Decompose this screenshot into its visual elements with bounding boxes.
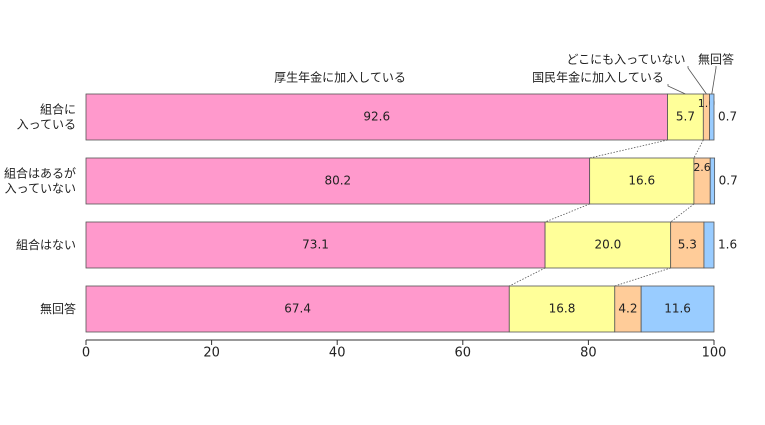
leader-line	[711, 66, 717, 95]
bar-segment	[85, 157, 591, 205]
value-label: 16.6	[628, 174, 655, 188]
value-label: 80.2	[324, 174, 351, 188]
legend-label: 厚生年金に加入している	[274, 70, 406, 85]
bar-segment	[703, 221, 715, 269]
value-label: 5.7	[676, 110, 695, 124]
category-label: 組合はない	[16, 237, 76, 252]
bar-segment	[508, 285, 616, 333]
value-label: 0.7	[719, 174, 738, 188]
connector	[589, 139, 668, 159]
category-label: 組合に入っている	[17, 101, 76, 131]
connector	[614, 267, 671, 287]
bar-segment	[709, 93, 715, 141]
bar-segment	[85, 93, 668, 141]
value-label: 1.6	[718, 238, 737, 252]
leader-line	[667, 84, 686, 95]
connector	[509, 267, 546, 287]
bar-segment	[544, 221, 672, 269]
bar-segment	[709, 157, 716, 205]
connector	[670, 203, 695, 223]
bar-segment	[667, 93, 704, 141]
x-tick-label: 100	[702, 346, 727, 361]
value-label: 20.0	[595, 238, 622, 252]
legend-label: 無回答	[698, 52, 734, 67]
bar-segment	[85, 285, 510, 333]
value-label: 5.3	[678, 238, 697, 252]
bar-segment	[614, 285, 642, 333]
category-label: 無回答	[40, 301, 76, 316]
value-label: 92.6	[363, 110, 390, 124]
x-tick-label: 80	[580, 346, 597, 361]
x-tick-label: 40	[329, 346, 346, 361]
bar-segment	[589, 157, 695, 205]
value-label: 16.8	[549, 302, 576, 316]
bar-segment	[85, 221, 546, 269]
x-tick-label: 20	[203, 346, 220, 361]
legend-label: どこにも入っていない	[566, 53, 685, 67]
legend-label: 国民年金に加入している	[532, 70, 664, 85]
value-label: 73.1	[302, 238, 329, 252]
x-tick-label: 60	[455, 346, 472, 361]
connector	[693, 139, 704, 159]
bar-segment	[640, 285, 715, 333]
value-label: 2.6	[693, 161, 711, 174]
value-label: 67.4	[284, 302, 311, 316]
value-label: 11.6	[664, 302, 691, 316]
bar-segment	[670, 221, 705, 269]
leader-line	[687, 66, 707, 95]
value-label: 4.2	[618, 302, 637, 316]
x-tick-label: 0	[82, 346, 90, 361]
category-label: 組合はあるが入っていない	[4, 165, 76, 195]
value-label: 0.7	[718, 110, 737, 124]
connector	[544, 203, 590, 223]
